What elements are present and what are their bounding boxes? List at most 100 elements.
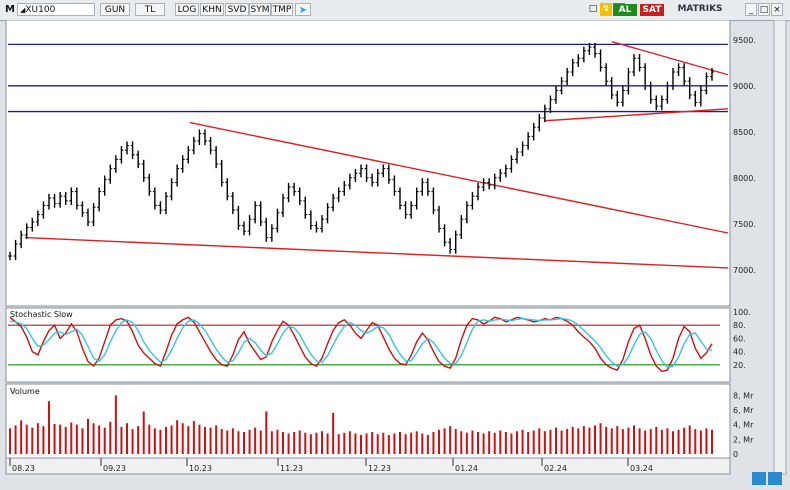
volume-bar bbox=[198, 424, 201, 454]
buy-button[interactable]: AL bbox=[613, 4, 637, 16]
volume-bar bbox=[666, 428, 669, 454]
ohlc-bar bbox=[370, 173, 375, 187]
trendline bbox=[189, 121, 729, 234]
volume-bar bbox=[543, 431, 546, 454]
trendline bbox=[611, 40, 729, 76]
volume-bar bbox=[276, 429, 279, 454]
stochastic-tick-label: 20. bbox=[733, 361, 746, 370]
ohlc-bar bbox=[169, 178, 174, 201]
zoom-button[interactable] bbox=[752, 472, 766, 485]
ohlc-bar bbox=[398, 187, 402, 210]
scroll-button[interactable] bbox=[768, 472, 782, 485]
volume-bar bbox=[605, 426, 608, 454]
ohlc-bar bbox=[258, 201, 263, 227]
price-tick-label: 7500. bbox=[733, 220, 756, 229]
ohlc-bar bbox=[225, 178, 230, 201]
volume-bar bbox=[499, 430, 502, 454]
ohlc-bar bbox=[113, 155, 118, 173]
volume-bar bbox=[304, 432, 307, 454]
nav-controls[interactable] bbox=[752, 472, 782, 485]
stochastic-d-line bbox=[9, 317, 713, 369]
maximize-button[interactable]: □ bbox=[758, 3, 770, 16]
volume-tick-label: 0 bbox=[733, 450, 738, 459]
ohlc-bar bbox=[492, 173, 497, 190]
ohlc-bar bbox=[526, 132, 531, 150]
volume-bar bbox=[70, 422, 73, 454]
ohlc-bar bbox=[314, 221, 319, 233]
ohlc-bar bbox=[230, 192, 235, 215]
volume-bar bbox=[610, 428, 613, 454]
ohlc-bar bbox=[392, 175, 397, 196]
volume-bar bbox=[248, 429, 251, 454]
ohlc-bar bbox=[286, 182, 291, 203]
ohlc-bar bbox=[520, 141, 525, 157]
volume-bar bbox=[477, 432, 479, 454]
twitter-icon[interactable]: ➤ bbox=[295, 3, 311, 16]
date-tick-label: 03.24 bbox=[630, 464, 653, 473]
ohlc-bar bbox=[41, 201, 46, 219]
ohlc-bar bbox=[665, 81, 670, 104]
volume-bar bbox=[282, 432, 284, 454]
volume-bar bbox=[14, 425, 17, 454]
ohlc-bar bbox=[431, 187, 436, 215]
sym-button[interactable]: SYM bbox=[249, 3, 271, 16]
volume-bar bbox=[204, 426, 206, 454]
stochastic-tick-label: 100. bbox=[733, 308, 751, 317]
minimize-button[interactable]: _ bbox=[745, 3, 757, 16]
volume-bar bbox=[555, 427, 557, 454]
brand-label: MATRIKS bbox=[677, 4, 723, 14]
volume-bar bbox=[460, 431, 463, 454]
volume-bar bbox=[471, 430, 474, 454]
ohlc-bar bbox=[659, 95, 664, 111]
lightning-icon[interactable]: ↯ bbox=[600, 3, 612, 16]
date-tick-label: 01.24 bbox=[455, 464, 478, 473]
volume-bar bbox=[326, 433, 329, 454]
currency-button[interactable]: TL bbox=[135, 3, 165, 16]
volume-bar bbox=[165, 426, 167, 454]
price-scroll[interactable] bbox=[773, 20, 787, 475]
svd-button[interactable]: SVD bbox=[225, 3, 249, 16]
volume-bar bbox=[181, 423, 184, 454]
volume-bar bbox=[432, 432, 435, 454]
volume-bar bbox=[449, 426, 452, 454]
volume-bar bbox=[59, 424, 62, 454]
volume-bar bbox=[75, 424, 78, 454]
lock-icon[interactable]: □ bbox=[588, 4, 598, 14]
ohlc-bar bbox=[331, 193, 336, 212]
log-button[interactable]: LOG bbox=[175, 3, 199, 16]
volume-bar bbox=[621, 429, 624, 454]
ohlc-bar bbox=[275, 208, 280, 233]
volume-bar bbox=[48, 401, 50, 454]
menu-m-button[interactable]: M bbox=[5, 4, 15, 15]
volume-bar bbox=[25, 424, 28, 454]
ohlc-bar bbox=[80, 201, 85, 217]
ohlc-bar bbox=[147, 173, 152, 196]
ohlc-bar bbox=[648, 81, 653, 104]
volume-bar bbox=[153, 428, 156, 454]
volume-bar bbox=[672, 431, 674, 454]
volume-bar bbox=[309, 434, 312, 454]
tmp-button[interactable]: TMP bbox=[271, 3, 293, 16]
ohlc-bar bbox=[69, 187, 74, 205]
volume-bar bbox=[711, 429, 713, 454]
volume-bar bbox=[81, 428, 84, 454]
close-button[interactable]: × bbox=[771, 3, 783, 16]
ohlc-bar bbox=[531, 123, 536, 141]
ohlc-bar bbox=[253, 201, 258, 224]
ohlc-bar bbox=[604, 63, 609, 86]
volume-bar bbox=[599, 423, 602, 454]
ohlc-bar bbox=[548, 95, 553, 113]
ohlc-bar bbox=[459, 215, 464, 239]
symbol-field[interactable]: ◢XU100 bbox=[17, 3, 95, 16]
khn-button[interactable]: KHN bbox=[200, 3, 224, 16]
volume-bar bbox=[527, 432, 530, 454]
date-tick-label: 02.24 bbox=[544, 464, 567, 473]
chart-area: 7000. 7500. 8000. 8500. 9000. 9500. Stochasti… bbox=[5, 20, 787, 485]
ohlc-bar bbox=[381, 164, 386, 178]
sell-button[interactable]: SAT bbox=[640, 4, 664, 16]
ohlc-bar bbox=[464, 201, 469, 224]
ohlc-bar bbox=[498, 169, 503, 182]
ohlc-bar bbox=[52, 193, 57, 208]
period-button[interactable]: GUN bbox=[100, 3, 130, 16]
